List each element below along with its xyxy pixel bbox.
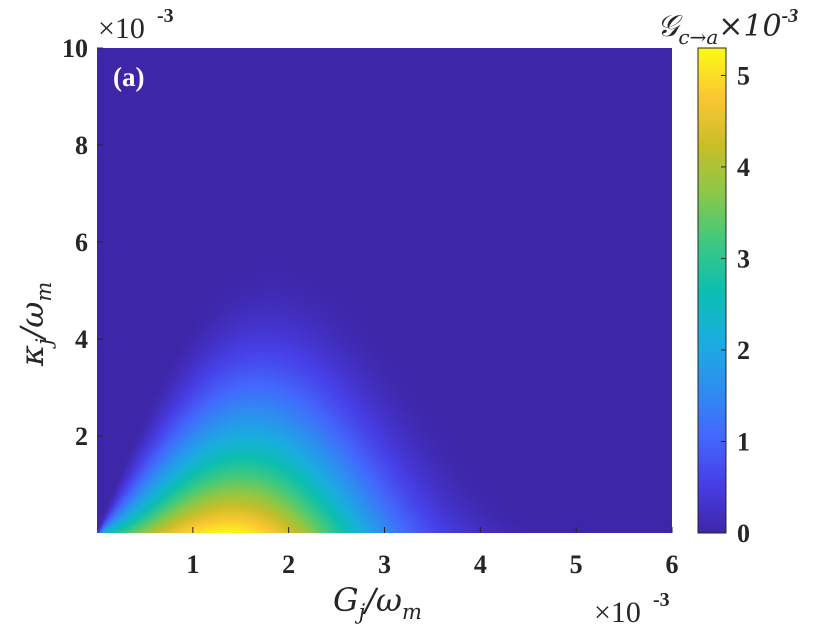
x-tick-label: 2 — [282, 550, 295, 579]
heatmap-image — [97, 48, 672, 533]
colorbar-title: 𝒢c→a×10-3 — [657, 5, 798, 49]
colorbar-frame — [697, 47, 727, 534]
y-tick-label: 8 — [75, 131, 88, 160]
x-tick-label: 3 — [378, 550, 391, 579]
colorbar-title-exp: -3 — [782, 5, 799, 27]
x-tick-label: 6 — [666, 550, 679, 579]
y-tick-label: 6 — [75, 228, 88, 257]
y-label-tail: /ω — [13, 302, 51, 342]
y-axis-label: κj/ωm — [13, 282, 56, 367]
x-tick-label: 4 — [474, 550, 487, 579]
y-tick-label: 2 — [75, 422, 88, 451]
y-multiplier-exponent: -3 — [157, 5, 174, 27]
x-label-tail: /ω — [362, 581, 402, 619]
y-axis-ticks: 2 4 6 8 10 — [62, 34, 103, 451]
colorbar-gradient — [698, 48, 726, 533]
y-multiplier-base: ×10 — [98, 12, 145, 45]
x-tick-label: 1 — [186, 550, 199, 579]
colorbar-title-sub: c→a — [678, 25, 718, 49]
colorbar-tick-label: 3 — [737, 244, 750, 273]
x-label-tail-sub: m — [402, 600, 422, 624]
y-label-main: κ — [13, 345, 51, 367]
y-axis-multiplier: ×10 -3 — [98, 5, 174, 45]
panel-label: (a) — [113, 62, 144, 92]
x-label-sub: j — [355, 600, 366, 624]
y-tick-label: 4 — [75, 325, 88, 354]
x-axis-multiplier: ×10 -3 — [594, 589, 670, 629]
x-axis-label: Gj/ωm — [333, 581, 422, 624]
x-axis-ticks: 1 2 3 4 5 6 — [186, 527, 679, 579]
colorbar: 0 1 2 3 4 5 — [697, 47, 750, 548]
x-multiplier-exponent: -3 — [653, 589, 670, 611]
colorbar-tick-label: 1 — [737, 427, 750, 456]
x-tick-label: 5 — [570, 550, 583, 579]
colorbar-ticks: 0 1 2 3 4 5 — [721, 61, 750, 548]
y-tick-label: 10 — [62, 34, 88, 63]
x-label-main: G — [333, 581, 359, 619]
y-label-sub: j — [32, 338, 56, 349]
colorbar-tick-label: 5 — [737, 61, 750, 90]
y-label-tail-sub: m — [32, 282, 56, 302]
colorbar-tick-label: 4 — [737, 153, 750, 182]
colorbar-tick-label: 0 — [737, 519, 750, 548]
colorbar-tick-label: 2 — [737, 336, 750, 365]
x-multiplier-base: ×10 — [594, 596, 641, 629]
heatmap-area — [97, 48, 672, 533]
colorbar-title-tail: ×10 — [718, 9, 781, 44]
